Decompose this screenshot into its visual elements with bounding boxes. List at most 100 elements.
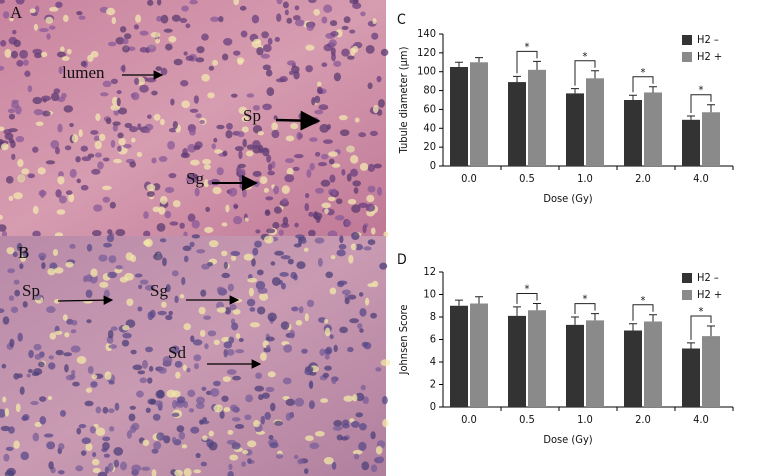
- texture: [41, 262, 46, 270]
- texture: [337, 281, 345, 288]
- texture: [352, 180, 361, 187]
- texture: [193, 363, 199, 370]
- significance-bracket: [574, 303, 596, 314]
- texture: [329, 20, 338, 27]
- texture: [227, 470, 234, 476]
- texture: [379, 262, 388, 270]
- texture: [149, 309, 156, 318]
- annotation: Sg: [186, 169, 204, 188]
- texture: [239, 5, 247, 11]
- texture: [295, 320, 303, 326]
- texture: [156, 0, 162, 6]
- texture: [20, 451, 30, 461]
- texture: [309, 137, 318, 142]
- bar: [702, 336, 720, 407]
- texture: [86, 244, 93, 252]
- texture: [80, 60, 87, 67]
- texture: [32, 205, 39, 215]
- texture: [122, 45, 130, 53]
- texture: [320, 398, 329, 403]
- texture: [146, 77, 157, 83]
- texture: [190, 335, 195, 343]
- texture: [34, 5, 40, 14]
- texture: [345, 145, 355, 153]
- texture: [153, 441, 162, 450]
- texture: [225, 130, 233, 139]
- texture: [208, 240, 219, 248]
- texture: [227, 429, 234, 435]
- texture: [380, 48, 389, 56]
- x-axis-label: Dose (Gy): [543, 433, 592, 446]
- texture: [325, 271, 334, 279]
- texture: [255, 229, 261, 234]
- texture: [48, 7, 59, 12]
- texture: [124, 122, 133, 129]
- texture: [115, 265, 123, 270]
- annotation: Sg: [150, 281, 168, 300]
- texture: [358, 202, 368, 208]
- texture: [323, 44, 333, 52]
- texture: [47, 395, 53, 401]
- texture: [134, 77, 140, 85]
- error-bar: [687, 115, 695, 120]
- texture: [324, 318, 329, 324]
- y-tick-label: 20: [423, 140, 436, 153]
- texture: [200, 461, 207, 467]
- texture: [175, 371, 181, 379]
- texture: [282, 1, 289, 9]
- texture: [2, 11, 10, 19]
- texture: [320, 153, 329, 160]
- micrograph-a: [0, 0, 389, 239]
- texture: [291, 65, 300, 74]
- texture: [181, 5, 189, 12]
- texture: [59, 46, 65, 53]
- texture: [281, 197, 288, 204]
- texture: [91, 374, 98, 380]
- texture: [376, 75, 382, 83]
- texture: [109, 201, 116, 209]
- texture: [382, 419, 389, 428]
- x-tick-label: 0.0: [461, 172, 477, 185]
- texture: [115, 228, 126, 237]
- texture: [201, 386, 207, 391]
- texture: [370, 431, 376, 440]
- texture: [193, 354, 202, 362]
- panel-label: B: [18, 243, 29, 262]
- texture: [232, 308, 241, 315]
- texture: [319, 123, 330, 133]
- texture: [353, 453, 360, 460]
- texture: [284, 174, 295, 183]
- texture: [358, 292, 364, 297]
- texture: [232, 375, 242, 381]
- texture: [163, 28, 173, 33]
- texture: [235, 333, 241, 339]
- texture: [355, 412, 364, 418]
- texture: [117, 132, 124, 139]
- bar: [586, 78, 604, 166]
- texture: [183, 400, 189, 409]
- texture: [50, 92, 60, 102]
- texture: [49, 25, 56, 30]
- texture: [264, 235, 274, 244]
- texture: [159, 238, 167, 243]
- texture: [342, 419, 350, 426]
- texture: [63, 14, 69, 23]
- texture: [33, 368, 43, 376]
- error-bar: [591, 70, 599, 79]
- texture: [294, 5, 300, 11]
- texture: [153, 113, 161, 121]
- texture: [216, 124, 225, 130]
- texture: [16, 59, 24, 67]
- texture: [64, 332, 70, 338]
- texture: [19, 49, 29, 59]
- bar: [624, 100, 642, 166]
- texture: [85, 443, 93, 452]
- texture: [265, 196, 274, 201]
- texture: [265, 344, 271, 350]
- texture: [102, 80, 112, 88]
- texture: [15, 0, 25, 5]
- texture: [271, 122, 278, 131]
- texture: [183, 323, 191, 331]
- texture: [224, 306, 231, 315]
- texture: [346, 173, 352, 182]
